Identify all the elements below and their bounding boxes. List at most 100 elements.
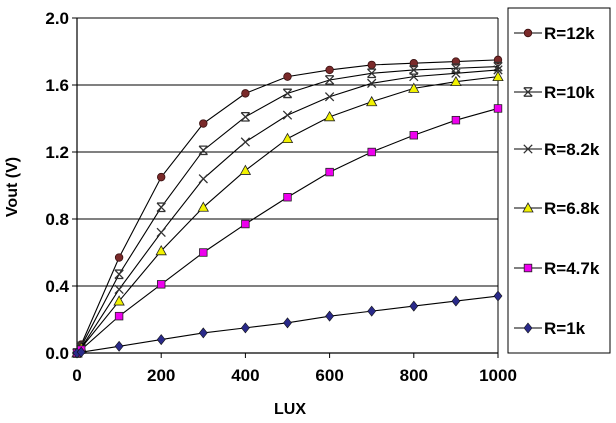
series-r-8-2k [72,65,503,358]
data-point [283,72,292,81]
axis-layer: 0.0 0.4 0.8 1.2 1.6 2.0 0 200 400 600 800 1000 [45,9,517,385]
data-point [198,174,208,184]
data-point [493,104,503,113]
data-point [367,60,376,70]
data-point [325,167,334,177]
legend-item: R=4.7k [514,259,600,278]
y-tick-label: 1.2 [45,143,69,162]
series-line [76,295,499,354]
x-tick-label: 600 [315,366,343,385]
data-point [325,65,334,75]
x-tick-label: 200 [147,366,175,385]
data-point [451,295,461,307]
data-point [199,248,208,257]
y-tick-label: 0.0 [45,344,69,363]
data-point [367,147,376,157]
y-tick-label: 1.6 [45,76,69,95]
series-r-4-7k [72,104,503,358]
data-point [450,75,462,87]
data-point [324,92,335,102]
data-point [199,119,208,128]
legend-label: R=8.2k [544,140,600,159]
data-point [451,68,461,78]
data-point [156,227,166,238]
data-point [408,82,420,93]
series-line [76,107,499,354]
legend-box [507,7,611,354]
x-tick-label: 0 [72,366,81,385]
legend-label: R=12k [544,24,595,43]
data-point [451,115,461,125]
legend-marker [523,322,533,334]
y-tick-label: 2.0 [45,9,69,28]
legend-label: R=10k [544,83,595,102]
data-point [241,89,250,98]
series-r-12k [72,55,503,358]
data-point [114,253,124,262]
data-point [241,219,250,229]
x-tick-label: 1000 [479,366,517,385]
data-point [156,280,166,289]
data-point [155,245,167,256]
series-layer [71,55,504,359]
data-point [409,65,419,75]
legend: R=12k R=10k R=8.2k R=6.8k R=4.7k R=1k [507,7,611,354]
data-point [409,71,419,82]
data-point [324,75,335,85]
data-point [409,131,418,140]
data-point [240,137,251,147]
data-point [282,88,293,99]
data-point [156,202,166,213]
data-point [493,65,503,75]
data-point [114,311,124,321]
legend-marker [523,144,533,154]
legend-item: R=6.8k [514,199,600,218]
data-point [241,322,250,334]
legend-marker [523,28,533,38]
grid-layer [77,17,498,287]
series-line [76,59,499,354]
y-tick-label: 0.8 [45,210,69,229]
series-r-10k [72,61,503,358]
series-line [76,76,499,354]
data-point [114,284,124,295]
data-point [492,70,504,82]
legend-marker [522,202,534,213]
data-point [493,61,503,72]
series-r-1k [72,290,503,359]
data-point [451,63,461,74]
data-point [156,172,166,182]
data-point [114,340,124,352]
data-point [198,145,208,156]
x-tick-label: 400 [231,366,259,385]
legend-label: R=1k [544,319,586,338]
data-point [325,310,334,322]
series-line [76,69,499,354]
data-point [156,334,166,346]
data-point [113,295,125,306]
data-point [409,300,419,312]
legend-label: R=4.7k [544,259,600,278]
data-point [366,95,378,107]
series-line [76,66,499,354]
legend-item: R=1k [514,319,586,338]
data-point [114,269,124,280]
x-tick-label: 800 [400,366,428,385]
x-axis-title: LUX [274,401,306,418]
legend-item: R=8.2k [514,140,600,159]
data-point [283,193,292,202]
data-point [240,111,251,122]
y-axis-title: Vout (V) [4,157,21,217]
legend-item: R=10k [514,83,595,102]
legend-marker [523,87,533,97]
data-point [367,68,377,79]
legend-item: R=12k [514,24,595,43]
data-point [367,78,377,88]
data-point [282,110,293,120]
data-point [197,201,209,212]
data-point [198,327,208,339]
data-point [76,346,86,358]
y-tick-label: 0.4 [45,277,69,296]
